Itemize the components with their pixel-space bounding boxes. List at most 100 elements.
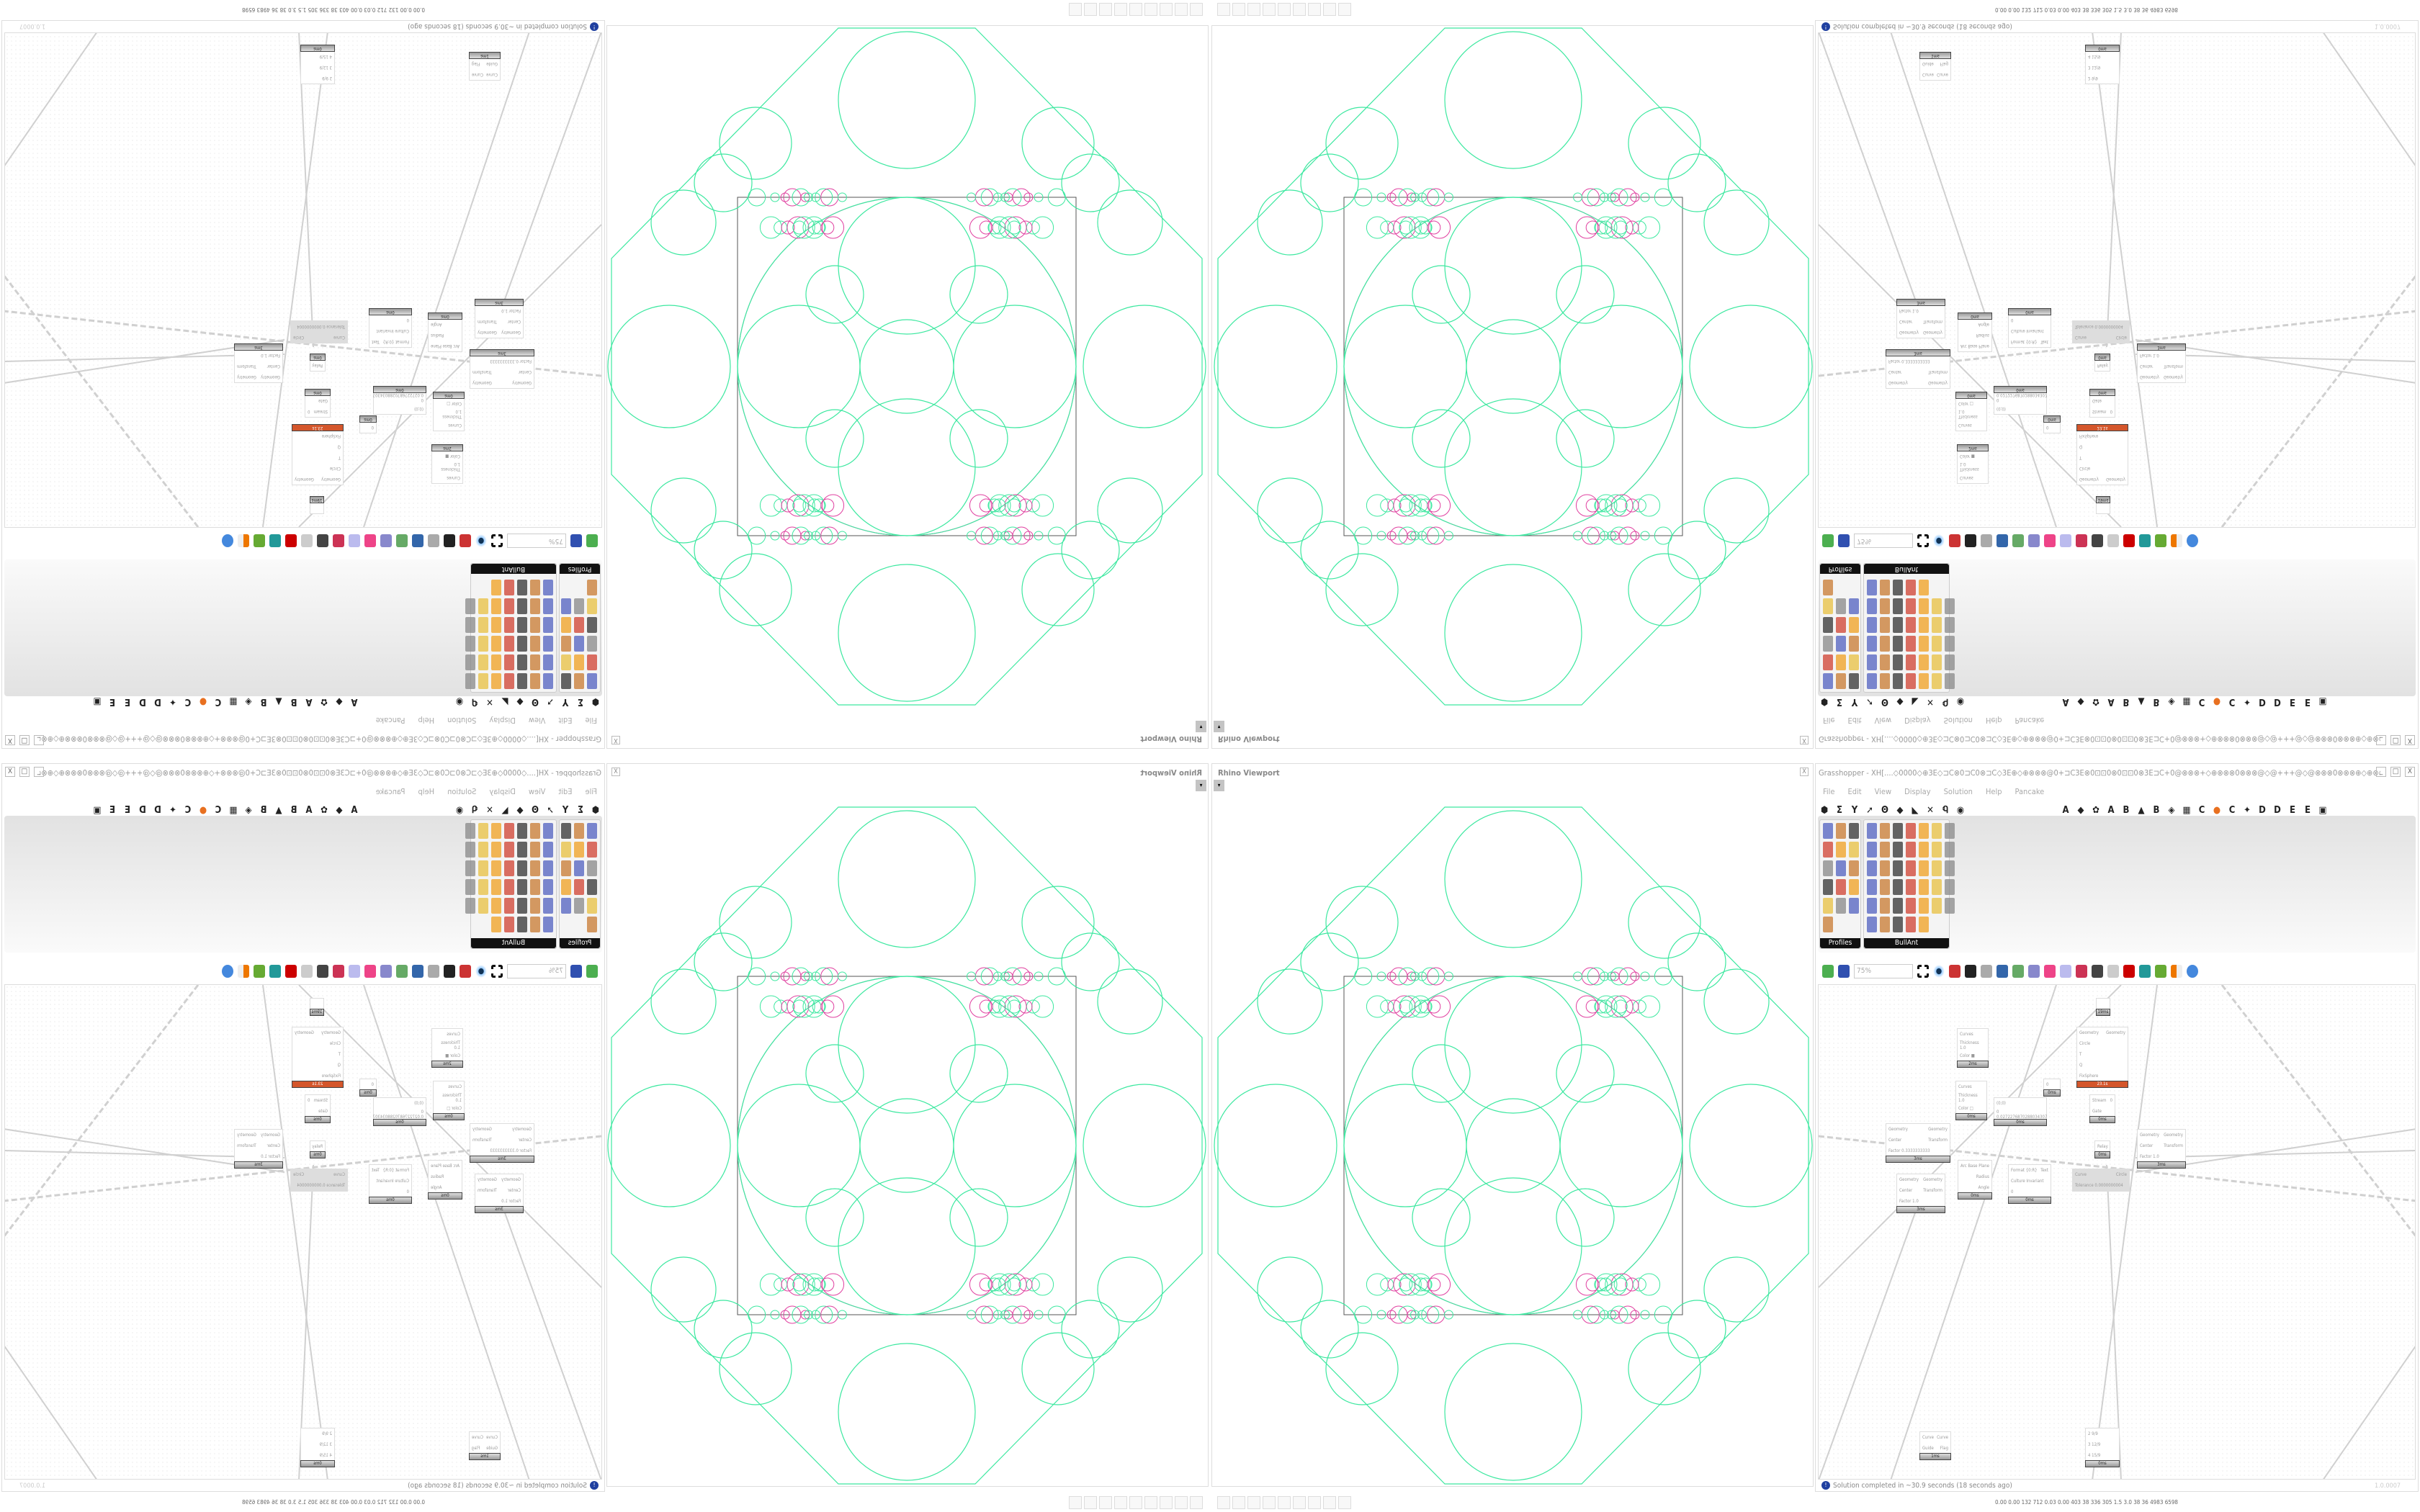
shaded-icon[interactable] [317,534,328,547]
component-node[interactable]: Curves Thickness 1.0 Color ■ 2ms [431,444,463,484]
component-icon[interactable] [1849,860,1859,876]
inkscape-icon[interactable] [1144,3,1157,16]
window-icon[interactable] [396,534,408,547]
component-icon[interactable] [574,636,584,652]
component-icon[interactable] [1849,673,1859,689]
email-icon[interactable] [428,965,439,978]
component-icon[interactable] [465,673,475,689]
component-node[interactable]: Curves Thickness 1.0 Color □ 0ms [1955,1081,1987,1120]
component-icon[interactable] [1823,673,1833,689]
component-icon[interactable] [1906,823,1916,839]
component-icon[interactable] [478,636,488,652]
rhino-viewport[interactable]: Rhino Viewport X ▾ [1211,25,1814,749]
notepad-icon[interactable] [1084,1496,1097,1509]
solid-icon[interactable] [2123,965,2135,978]
tab-icon[interactable]: ▦ [229,805,238,816]
component-icon[interactable] [517,673,527,689]
tab-icon[interactable]: ◈ [2168,805,2175,816]
component-node[interactable]: Geometry Geometry Center Transform Factor 0.… [470,349,534,389]
save-icon[interactable] [1838,965,1850,978]
output-param[interactable]: Transform [472,369,492,374]
close-icon[interactable]: X [1800,768,1809,776]
tab-icon[interactable]: ◣ [501,696,508,707]
component-node[interactable]: Geometry Geometry Center Transform Factor 0.… [1886,1123,1950,1163]
output-param[interactable]: Transform [2164,1143,2183,1148]
menu-item-view[interactable]: View [528,716,546,725]
input-param[interactable]: 2 9/9 [322,1431,332,1436]
component-icon[interactable] [530,917,540,932]
output-param[interactable]: 0 [2110,1098,2112,1103]
menu-item-help[interactable]: Help [1985,716,2002,725]
input-param[interactable]: Q [2079,1063,2083,1068]
component-icon[interactable] [1906,879,1916,895]
component-icon[interactable] [530,617,540,633]
input-param[interactable]: Geometry [1888,1127,1908,1132]
minimize-button[interactable]: _ [2376,767,2386,777]
tab-icon[interactable]: Ꙩ [532,696,539,707]
component-icon[interactable] [1945,636,1955,652]
input-param[interactable]: T [2079,455,2082,460]
component-node[interactable]: Geometry Geometry Center Transform Factor 1.… [2137,343,2186,383]
input-param[interactable]: Factor 1.0 [261,353,280,358]
panel-label[interactable]: BullAnt [1864,938,1949,948]
input-param[interactable]: Factor 1.0 [261,1154,280,1159]
tab-icon[interactable]: Σ [578,805,583,816]
tab-icon[interactable]: Ꙩ [532,805,539,816]
component-node[interactable]: 0 0ms [2043,415,2061,433]
output-param[interactable]: Base Plane [431,343,452,348]
panel-label[interactable]: Profiles [1820,938,1860,948]
component-node[interactable]: Format {0:R} Text Culture Invariant 0 0ms [2008,1164,2051,1204]
red-app-icon[interactable] [1129,3,1142,16]
tab-icon[interactable]: B [260,696,267,707]
component-icon[interactable] [543,823,553,839]
menu-item-display[interactable]: Display [489,787,516,796]
component-icon[interactable] [587,654,597,670]
component-icon[interactable] [543,898,553,914]
component-icon[interactable] [1867,879,1877,895]
component-icon[interactable] [491,842,501,858]
component-icon[interactable] [491,917,501,932]
component-node[interactable]: Stream 0 Gate 0ms [2089,1094,2115,1123]
input-param[interactable]: Factor 0.3333333333 [1888,1148,1930,1153]
output-param[interactable]: Curve [1937,72,1948,77]
component-node[interactable]: Stream 0 Gate 0ms [2089,389,2115,418]
component-node[interactable]: Relay 0ms [310,1140,326,1158]
component-node[interactable]: Curves Thickness 1.0 Color □ 0ms [433,1081,465,1120]
tab-icon[interactable]: D [139,696,146,707]
notepad-icon[interactable] [1323,3,1336,16]
component-node[interactable]: Format {0:R} Text Culture Invariant 0 0ms [2008,308,2051,348]
menu-item-edit[interactable]: Edit [1847,716,1862,725]
tab-icon[interactable]: Ꙩ [1881,696,1888,707]
component-icon[interactable] [1906,636,1916,652]
input-param[interactable]: 0 [406,318,409,323]
component-node[interactable]: (0;0) 0 0.0272276870288034307 0ms [373,386,426,415]
shaded-icon[interactable] [2092,534,2103,547]
inkscape-icon[interactable] [1144,1496,1157,1509]
input-param[interactable]: Curve [333,335,345,340]
component-icon[interactable] [1932,654,1942,670]
output-param[interactable]: Transform [472,1138,492,1143]
close-button[interactable]: X [5,735,15,745]
zoom-field[interactable]: 75% [1854,534,1913,548]
component-icon[interactable] [1880,673,1890,689]
menu-item-pancake[interactable]: Pancake [2015,787,2045,796]
input-param[interactable]: Factor 0.3333333333 [490,359,532,364]
output-param[interactable]: Radius [431,333,444,338]
tab-icon[interactable]: B [2153,805,2160,816]
component-icon[interactable] [491,654,501,670]
output-param[interactable]: Transform [1928,369,1948,374]
component-icon[interactable] [491,580,501,595]
component-icon[interactable] [1945,654,1955,670]
component-icon[interactable] [530,598,540,614]
terminal-icon[interactable] [1190,3,1203,16]
component-icon[interactable] [1893,654,1903,670]
tab-icon[interactable]: ▣ [2318,696,2327,707]
component-node[interactable]: 19ms [310,496,324,514]
input-param[interactable]: Stream [2092,1098,2107,1103]
save-icon[interactable] [1838,534,1850,547]
zoom-extents-icon[interactable] [1917,534,1929,547]
search-icon[interactable] [380,965,392,978]
bulb-icon[interactable] [349,965,360,978]
notepad-icon[interactable] [1308,1496,1321,1509]
email-icon[interactable] [1981,965,1992,978]
